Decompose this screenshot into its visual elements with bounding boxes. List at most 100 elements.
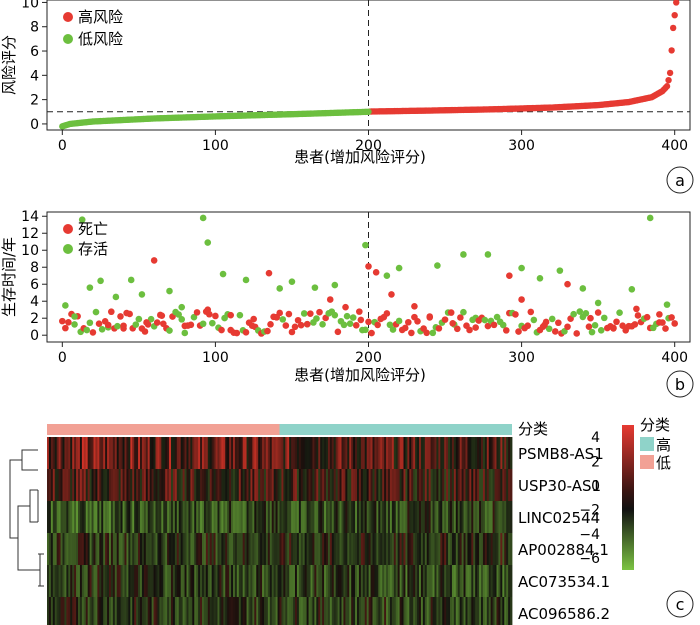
heatmap-cell — [378, 597, 381, 625]
heatmap-cell — [494, 597, 497, 625]
heatmap-cell — [157, 533, 160, 565]
heatmap-cell — [269, 501, 273, 533]
panel-b-ytick-label: 6 — [30, 277, 39, 293]
heatmap-cell — [430, 469, 433, 501]
heatmap-cell — [335, 469, 339, 501]
heatmap-cell — [203, 597, 207, 625]
heatmap-cell — [281, 501, 284, 533]
heatmap-cell — [289, 469, 292, 501]
heatmap-cell — [457, 565, 461, 597]
heatmap-cell — [244, 501, 247, 533]
heatmap-cell — [182, 437, 185, 469]
heatmap-cell — [366, 597, 370, 625]
heatmap-cell — [136, 533, 139, 565]
heatmap-cell — [403, 565, 406, 597]
heatmap-cell — [486, 533, 490, 565]
alive-point — [71, 313, 78, 320]
alive-point — [199, 214, 207, 222]
heatmap-cell — [506, 565, 509, 597]
heatmap-cell — [165, 469, 168, 501]
dead-point — [218, 326, 225, 334]
heatmap-cell — [229, 437, 232, 469]
heatmap-cell — [99, 533, 102, 565]
heatmap-panel: 分类 PSMB8-AS1USP30-AS1LINC02544AP002884.1… — [9, 416, 694, 625]
heatmap-cell — [105, 501, 108, 533]
heatmap-cell — [238, 469, 242, 501]
heatmap-cell — [506, 533, 509, 565]
heatmap-cell — [110, 533, 114, 565]
heatmap-cell — [486, 597, 490, 625]
heatmap-cell — [285, 597, 288, 625]
heatmap-cell — [490, 501, 494, 533]
heatmap-cell — [54, 597, 58, 625]
heatmap-cell — [357, 565, 360, 597]
heatmap-cell — [411, 533, 414, 565]
heatmap-cell — [231, 597, 234, 625]
heatmap-cell — [459, 437, 463, 469]
heatmap-cell — [484, 597, 488, 625]
heatmap-cell — [97, 597, 100, 625]
heatmap-cell — [477, 437, 480, 469]
panel-a-xtick-label: 0 — [58, 138, 67, 154]
heatmap-cell — [99, 565, 102, 597]
heatmap-cell — [89, 597, 92, 625]
dead-point — [512, 311, 519, 318]
dead-point — [227, 311, 235, 319]
heatmap-cell — [136, 437, 139, 469]
heatmap-cell — [153, 565, 156, 597]
heatmap-cell — [337, 533, 340, 565]
heatmap-cell — [159, 533, 162, 565]
heatmap-cell — [448, 597, 451, 625]
heatmap-cell — [178, 533, 182, 565]
dead-point — [656, 319, 663, 326]
heatmap-cell — [244, 597, 247, 625]
heatmap-cell — [291, 533, 294, 565]
heatmap-cell — [384, 501, 387, 533]
panel-a-ytick-label: 2 — [30, 93, 39, 109]
heatmap-cell — [200, 469, 203, 501]
heatmap-cell — [281, 533, 284, 565]
heatmap-cell — [167, 501, 170, 533]
heatmap-cell — [388, 597, 391, 625]
heatmap-cell — [442, 533, 445, 565]
heatmap-cell — [221, 437, 224, 469]
heatmap-cell — [450, 501, 453, 533]
heatmap-cell — [107, 437, 110, 469]
heatmap-cell — [343, 533, 346, 565]
heatmap-cell — [355, 437, 358, 469]
heatmap-cell — [174, 565, 178, 597]
heatmap-cell — [132, 501, 135, 533]
heatmap-cell — [252, 437, 255, 469]
heatmap-cell — [358, 565, 362, 597]
heatmap-cell — [492, 437, 495, 469]
heatmap-cell — [78, 469, 81, 501]
heatmap-cell — [397, 501, 401, 533]
heatmap-cell — [174, 501, 178, 533]
heatmap-cell — [291, 565, 294, 597]
panel-a-xlabel: 患者(增加风险评分) — [294, 148, 426, 166]
heatmap-cell — [403, 437, 406, 469]
heatmap-cell — [202, 533, 205, 565]
heatmap-cell — [66, 533, 69, 565]
heatmap-cell — [132, 437, 135, 469]
heatmap-cell — [126, 437, 129, 469]
heatmap-cell — [393, 437, 397, 469]
dead-point — [357, 316, 365, 324]
heatmap-cell — [229, 533, 232, 565]
dead-point — [326, 296, 334, 303]
heatmap-cell — [378, 533, 381, 565]
dead-point — [408, 329, 415, 337]
heatmap-cell — [151, 501, 154, 533]
heatmap-cell — [112, 501, 116, 533]
heatmap-cell — [171, 565, 174, 597]
heatmap-cell — [258, 565, 261, 597]
heatmap-cell — [415, 565, 418, 597]
heatmap-cell — [444, 437, 447, 469]
heatmap-cell — [145, 501, 149, 533]
heatmap-cell — [479, 533, 482, 565]
heatmap-cell — [428, 533, 432, 565]
heatmap-cell — [498, 597, 501, 625]
heatmap-cell — [103, 501, 106, 533]
heatmap-cell — [413, 565, 416, 597]
dead-point — [518, 296, 525, 303]
